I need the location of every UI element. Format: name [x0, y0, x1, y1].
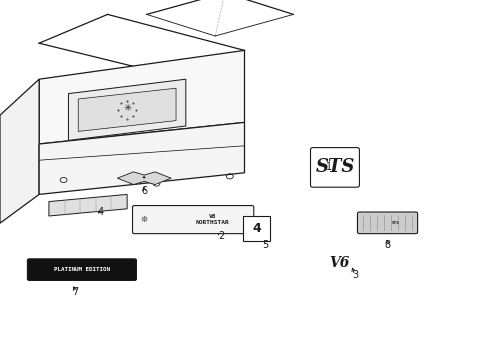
Text: 3: 3 [351, 270, 357, 280]
Text: ✦: ✦ [142, 176, 146, 181]
FancyBboxPatch shape [132, 206, 253, 234]
FancyBboxPatch shape [357, 212, 417, 234]
Text: STS: STS [315, 158, 354, 176]
Polygon shape [0, 79, 39, 223]
Text: 5: 5 [262, 240, 268, 250]
Polygon shape [49, 194, 127, 216]
Text: 8: 8 [384, 240, 390, 250]
Text: 6: 6 [141, 186, 147, 196]
FancyBboxPatch shape [243, 216, 270, 241]
Text: 4: 4 [97, 207, 103, 217]
Text: 4: 4 [252, 222, 261, 235]
Text: V8
NORTHSTAR: V8 NORTHSTAR [195, 214, 229, 225]
Text: 1: 1 [325, 162, 331, 172]
FancyBboxPatch shape [27, 259, 136, 280]
Polygon shape [78, 88, 176, 131]
Text: ✳: ✳ [123, 103, 131, 113]
Text: ❊: ❊ [141, 215, 147, 224]
Text: V6: V6 [329, 256, 349, 270]
Text: PLATINUM EDITION: PLATINUM EDITION [54, 267, 110, 272]
Text: 2: 2 [218, 231, 224, 241]
Text: STS: STS [391, 221, 399, 225]
Polygon shape [68, 79, 185, 140]
Text: 7: 7 [73, 287, 79, 297]
Polygon shape [39, 50, 244, 144]
FancyBboxPatch shape [310, 148, 359, 187]
Polygon shape [39, 122, 244, 194]
Polygon shape [117, 172, 171, 185]
